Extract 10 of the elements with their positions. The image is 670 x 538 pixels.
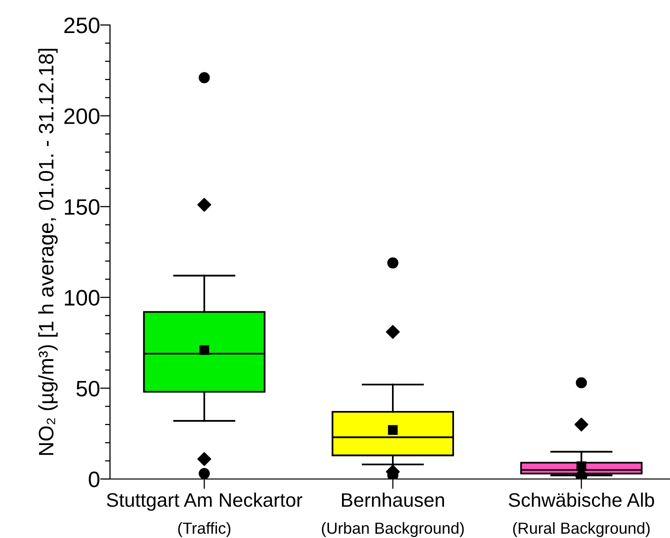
y-tick-label: 0: [88, 472, 100, 488]
y-tick-label: 150: [64, 199, 100, 215]
x-tick-label: Schwäbische Alb (Rural Background): [508, 492, 654, 538]
y-axis-title: NO₂ (µg/m³) [1 h average, 01.01. - 31.12.18]: [38, 48, 58, 455]
x-tick-label: Bernhausen (Urban Background): [322, 492, 464, 538]
y-tick-label: 250: [64, 18, 100, 34]
y-tick-label: 200: [64, 108, 100, 124]
x-tick-label: Stuttgart Am Neckartor (Traffic): [106, 492, 302, 538]
y-tick-label: 50: [76, 380, 100, 396]
y-tick-label: 100: [64, 290, 100, 306]
